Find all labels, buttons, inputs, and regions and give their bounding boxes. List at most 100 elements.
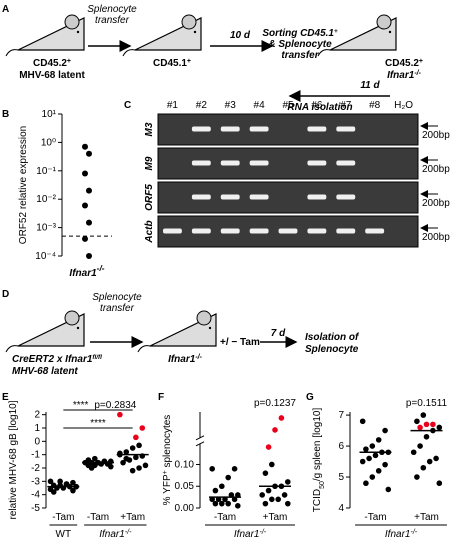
y-tick-label: 10⁻³ [36,223,56,234]
label-part: Splenocyte [92,292,142,303]
point [50,489,57,495]
annotation: **** [73,400,89,411]
label-part: Splenocyte [305,344,359,355]
label-part: -/- [410,529,417,536]
label: TCID50/g spleen [log10] [312,408,326,513]
point [231,466,238,472]
gel-band [220,194,240,200]
point [92,455,98,462]
panel-letter: E [2,392,9,403]
point [423,433,430,440]
mouse-ear [64,14,80,30]
point [70,479,76,486]
label-part: CreERT2 x Ifnar1 [12,354,93,365]
label-part: CD45.2 [385,58,419,69]
label: CD45.2+ Ifnar1-/- [385,58,423,82]
label: CD45.2+MHV-68 latent [19,58,85,82]
marker-label: 200bp [422,164,450,175]
point [363,480,369,487]
axis-break [195,441,205,447]
label-part: -/- [259,529,266,536]
gel-band [220,160,240,166]
point [259,492,266,498]
x-tick-label: -Tam [87,512,109,523]
point [88,465,95,471]
point [410,449,417,456]
label-part: + [419,58,423,65]
x-tick-label: -Tam [364,512,386,523]
x-tick-label: +Tam [263,512,288,523]
gel-band [249,228,269,234]
axis-break [195,435,205,441]
label-part: splenocytes [162,415,173,471]
point [86,187,92,194]
point [47,478,54,485]
label-line: +/ − Tam [220,337,260,348]
y-tick-label: -2 [31,463,40,474]
annotation: p=0.1237 [254,398,296,409]
y-tick-label: 4 [338,503,344,514]
point [414,474,420,480]
point [382,427,388,434]
label-line: Ifnar1-/- [387,70,422,82]
label-line: transfer [281,50,319,61]
label: CreERT2 x Ifnar1fl/fl MHV-68 latent [12,354,102,378]
mouse-ear [64,310,80,326]
point [120,459,126,466]
label-part: & Splenocyte [268,39,332,50]
panel-letter: B [2,109,9,120]
label-line: MHV-68 latent [19,70,85,81]
gel-row-label: Actb [144,220,155,243]
label: 11 d [360,80,380,91]
label: Ifnar1-/- [385,529,418,541]
gel-band [249,160,269,166]
x-tick-label: -Tam [214,512,236,523]
gel-band [336,194,356,200]
lane-label: #6 [311,100,323,111]
label-line: % YFP+ splenocytes [162,415,174,506]
panel-letter: C [124,100,131,111]
point [215,496,222,503]
point [129,467,136,474]
label-part: transfer [281,50,319,61]
label: ORF52 relative expression [18,126,29,244]
lane-label: #5 [282,100,294,111]
point [430,421,436,428]
point [265,444,272,450]
label-part: transfer [100,303,135,314]
label-line: RNA isolation [287,102,352,113]
gel-band [191,126,211,132]
point [262,500,269,507]
point [363,446,369,452]
label-part: RNA isolation [287,102,352,113]
label-part: Splenocyte [87,4,137,15]
label-part: MHV-68 latent [12,366,78,377]
label-part: Ifnar1 [168,354,196,365]
label-line: Ifnar1-/- [69,263,104,279]
point [426,458,433,465]
label-line: CD45.1+ [153,58,191,70]
point [369,443,376,449]
point [285,479,291,485]
annotation: p=0.1511 [406,398,448,409]
point [129,445,136,451]
x-tick-label: +Tam [414,512,439,523]
point [359,418,366,425]
y-tick-label: 10⁻¹ [36,166,56,177]
label-line: ORF52 relative expression [18,126,29,244]
y-tick-label: 0.05 [175,481,195,492]
lane-label: #4 [254,100,266,111]
point [269,496,275,503]
label-part: fl/fl [92,354,102,361]
point [235,492,241,498]
point [86,150,92,157]
point [82,235,88,242]
label-part: 50 [319,481,326,489]
label-part: % YFP [162,474,173,505]
annotation: **** [90,418,106,429]
point [82,143,88,150]
label: RNA isolation [287,102,352,113]
point [82,170,88,177]
